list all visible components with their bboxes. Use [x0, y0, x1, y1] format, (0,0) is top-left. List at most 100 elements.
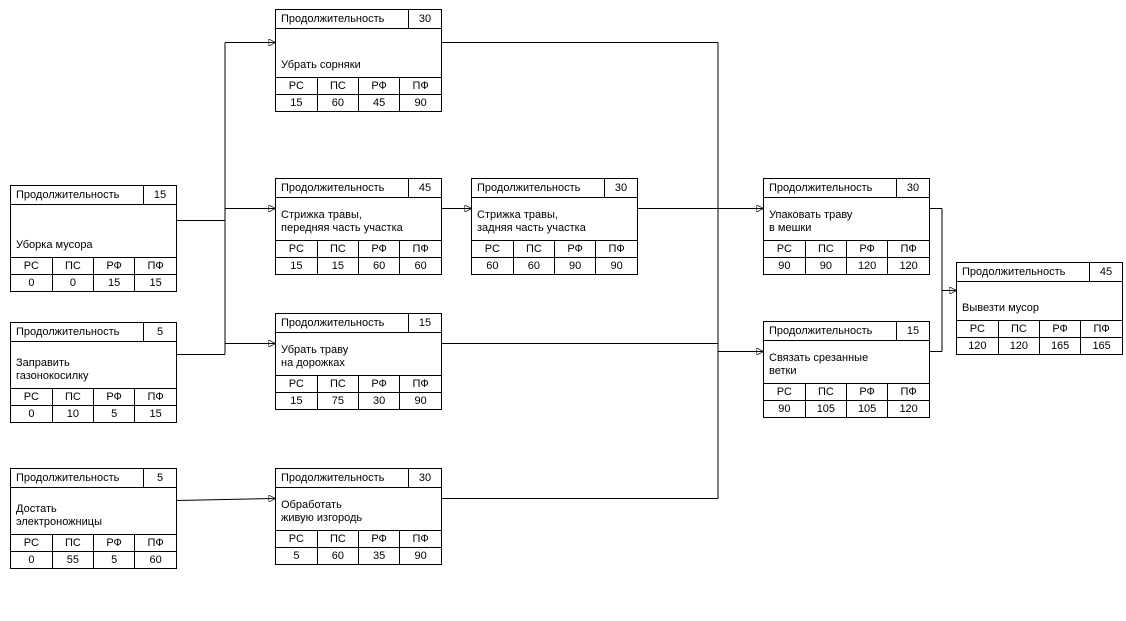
col-header: РС — [764, 384, 805, 401]
col-header: ПС — [317, 241, 358, 258]
duration-value: 30 — [896, 179, 929, 197]
schedule-table: РСПСРФПФ5603590 — [276, 530, 441, 564]
activity-node-n9: Продолжительность 30Упаковать травув мешк… — [763, 178, 930, 275]
activity-node-n1: Продолжительность15Уборка мусораРСПСРФПФ… — [10, 185, 177, 292]
col-header: РС — [276, 241, 317, 258]
schedule-cell: 60 — [513, 258, 554, 275]
schedule-cell: 15 — [135, 406, 176, 423]
duration-value: 45 — [1089, 263, 1122, 281]
schedule-table: РСПСРФПФ010515 — [11, 388, 176, 422]
schedule-cell: 60 — [359, 258, 400, 275]
col-header: РФ — [359, 376, 400, 393]
col-header: ПФ — [888, 241, 929, 258]
duration-label: Продолжительность — [472, 179, 585, 197]
activity-name: Достатьэлектроножницы — [11, 488, 176, 534]
schedule-cell: 5 — [94, 406, 135, 423]
schedule-table: РСПСРФПФ60609090 — [472, 240, 637, 274]
activity-name: Упаковать травув мешки — [764, 198, 929, 240]
schedule-cell: 0 — [11, 552, 52, 569]
activity-node-n3: Продолжительность5ДостатьэлектроножницыР… — [10, 468, 177, 569]
col-header: ПС — [513, 241, 554, 258]
col-header: ПС — [52, 535, 93, 552]
col-header: ПС — [805, 241, 846, 258]
col-header: РС — [472, 241, 513, 258]
schedule-cell: 10 — [52, 406, 93, 423]
duration-value: 5 — [143, 323, 176, 341]
schedule-cell: 60 — [400, 258, 441, 275]
schedule-cell: 90 — [400, 393, 441, 410]
activity-node-n11: Продолжительность45Вывезти мусорРСПСРФПФ… — [956, 262, 1123, 355]
schedule-table: РСПСРФПФ15753090 — [276, 375, 441, 409]
col-header: ПФ — [888, 384, 929, 401]
activity-node-n8: Продолжительность30Стрижка травы,задняя … — [471, 178, 638, 275]
activity-node-n6: Продолжительность15Убрать травуна дорожк… — [275, 313, 442, 410]
schedule-cell: 15 — [276, 258, 317, 275]
duration-label: Продолжительность — [11, 186, 124, 204]
col-header: РФ — [94, 535, 135, 552]
col-header: ПФ — [400, 531, 441, 548]
duration-value: 15 — [896, 322, 929, 340]
duration-label: Продолжительность — [764, 179, 877, 197]
col-header: РФ — [359, 78, 400, 95]
schedule-cell: 15 — [276, 95, 317, 112]
schedule-table: РСПСРФПФ9090120120 — [764, 240, 929, 274]
activity-node-n4: Продолжительность30Убрать сорнякиРСПСРФП… — [275, 9, 442, 112]
col-header: РС — [276, 376, 317, 393]
col-header: РС — [276, 78, 317, 95]
schedule-cell: 60 — [472, 258, 513, 275]
activity-node-n2: Продолжительность5Заправитьгазонокосилку… — [10, 322, 177, 423]
schedule-cell: 165 — [1040, 338, 1081, 355]
schedule-cell: 0 — [11, 406, 52, 423]
schedule-cell: 165 — [1081, 338, 1122, 355]
col-header: РФ — [1040, 321, 1081, 338]
activity-node-n5: Продолжительность45Стрижка травы,передня… — [275, 178, 442, 275]
col-header: РС — [276, 531, 317, 548]
duration-value: 30 — [408, 469, 441, 487]
activity-node-n10: Продолжительность 15Связать срезанныеветк… — [763, 321, 930, 418]
schedule-cell: 15 — [317, 258, 358, 275]
schedule-cell: 120 — [847, 258, 888, 275]
col-header: РС — [11, 258, 52, 275]
schedule-table: РСПСРФПФ055560 — [11, 534, 176, 568]
activity-name: Уборка мусора — [11, 205, 176, 257]
col-header: ПФ — [135, 535, 176, 552]
duration-label: Продолжительность — [764, 322, 877, 340]
col-header: РФ — [555, 241, 596, 258]
activity-name: Связать срезанныеветки — [764, 341, 929, 383]
schedule-cell: 15 — [276, 393, 317, 410]
schedule-cell: 15 — [135, 275, 176, 292]
schedule-table: РСПСРФПФ15604590 — [276, 77, 441, 111]
schedule-cell: 120 — [888, 258, 929, 275]
duration-value: 5 — [143, 469, 176, 487]
col-header: ПС — [317, 376, 358, 393]
schedule-cell: 120 — [957, 338, 998, 355]
schedule-cell: 15 — [94, 275, 135, 292]
schedule-cell: 90 — [764, 258, 805, 275]
schedule-cell: 75 — [317, 393, 358, 410]
activity-name: Убрать сорняки — [276, 29, 441, 77]
col-header: ПФ — [596, 241, 637, 258]
col-header: РФ — [359, 241, 400, 258]
duration-label: Продолжительность — [276, 10, 389, 28]
duration-value: 45 — [408, 179, 441, 197]
col-header: ПС — [317, 78, 358, 95]
col-header: РС — [11, 535, 52, 552]
col-header: ПФ — [135, 389, 176, 406]
schedule-cell: 0 — [52, 275, 93, 292]
schedule-table: РСПСРФПФ90105105120 — [764, 383, 929, 417]
schedule-cell: 105 — [805, 401, 846, 418]
schedule-cell: 120 — [998, 338, 1039, 355]
duration-value: 15 — [143, 186, 176, 204]
col-header: ПС — [998, 321, 1039, 338]
col-header: ПФ — [1081, 321, 1122, 338]
col-header: РС — [11, 389, 52, 406]
col-header: ПС — [52, 389, 93, 406]
activity-node-n7: Продолжительность30Обработатьживую изгор… — [275, 468, 442, 565]
schedule-cell: 5 — [276, 548, 317, 565]
schedule-cell: 90 — [555, 258, 596, 275]
schedule-cell: 120 — [888, 401, 929, 418]
col-header: ПС — [805, 384, 846, 401]
schedule-cell: 60 — [317, 95, 358, 112]
schedule-table: РСПСРФПФ15156060 — [276, 240, 441, 274]
network-diagram: Продолжительность15Уборка мусораРСПСРФПФ… — [0, 0, 1126, 621]
